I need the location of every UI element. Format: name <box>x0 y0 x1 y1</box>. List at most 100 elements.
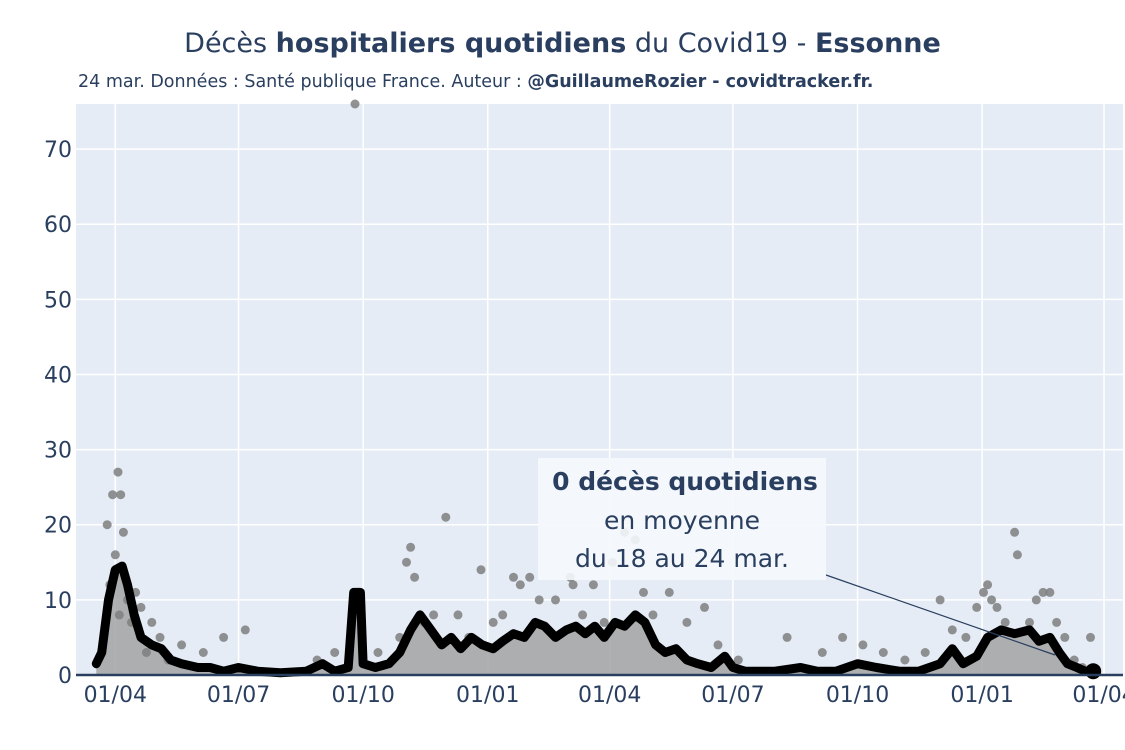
daily-point <box>102 520 112 530</box>
annotation-arrow <box>825 574 1056 656</box>
daily-point <box>219 632 229 642</box>
daily-point <box>198 648 208 657</box>
x-tick-label: 01/01 <box>456 683 519 708</box>
x-tick-label: 01/04 <box>578 683 641 708</box>
daily-point <box>858 640 868 650</box>
daily-point <box>534 595 544 605</box>
x-axis-ticks: 01/04 01/07 01/10 01/01 01/04 01/07 01/10 01/01… <box>84 683 1125 708</box>
daily-point <box>498 610 508 620</box>
daily-point <box>983 580 993 590</box>
daily-point <box>136 602 146 612</box>
y-tick-label: 30 <box>44 439 72 464</box>
points-layer <box>102 99 1095 672</box>
daily-point <box>1045 587 1055 597</box>
y-axis-ticks: 0 10 20 30 40 50 60 70 <box>44 138 72 689</box>
daily-point <box>147 617 157 627</box>
daily-point <box>1000 617 1010 627</box>
daily-point <box>961 632 971 642</box>
daily-point <box>947 625 957 635</box>
daily-point <box>509 572 518 582</box>
daily-point <box>1038 587 1048 597</box>
daily-point <box>987 595 997 605</box>
daily-point <box>639 587 648 597</box>
daily-point <box>838 632 848 642</box>
daily-point <box>700 602 709 612</box>
moving-average-line <box>91 561 1098 678</box>
daily-point <box>108 490 118 500</box>
daily-point <box>878 648 888 657</box>
daily-point <box>782 632 792 642</box>
daily-point <box>568 580 578 590</box>
daily-point <box>992 602 1002 612</box>
y-tick-label: 10 <box>44 589 72 614</box>
daily-point <box>155 632 165 642</box>
grid-lines <box>76 104 1123 675</box>
daily-point <box>1010 527 1020 537</box>
x-tick-label: 01/01 <box>950 683 1013 708</box>
daily-point <box>373 648 383 657</box>
daily-point <box>429 610 439 620</box>
chart-title: Décès hospitaliers quotidiens du Covid19… <box>184 28 941 59</box>
daily-point <box>1052 617 1062 627</box>
y-tick-label: 60 <box>44 213 72 238</box>
daily-point <box>116 490 126 500</box>
annotation-line-1: 0 décès quotidiens <box>552 467 818 496</box>
daily-point <box>240 625 250 635</box>
daily-point <box>682 617 692 627</box>
daily-point <box>476 565 486 575</box>
y-tick-label: 50 <box>44 288 72 313</box>
daily-point <box>410 572 420 582</box>
daily-point <box>713 640 723 650</box>
daily-point <box>1086 632 1095 642</box>
chart-subtitle: 24 mar. Données : Santé publique France.… <box>78 72 874 92</box>
daily-point <box>972 602 982 612</box>
daily-point <box>110 550 120 560</box>
daily-point <box>114 610 124 620</box>
x-tick-label: 01/10 <box>826 683 889 708</box>
annotation-line-3: du 18 au 24 mar. <box>575 544 789 573</box>
y-tick-label: 0 <box>58 664 72 689</box>
daily-point <box>733 655 743 665</box>
daily-point <box>113 467 123 477</box>
daily-point <box>599 617 609 627</box>
y-tick-label: 20 <box>44 514 72 539</box>
daily-point <box>453 610 463 620</box>
daily-point <box>900 655 910 665</box>
annotation-box <box>538 458 826 580</box>
daily-point <box>177 640 187 650</box>
daily-point <box>525 572 535 582</box>
daily-point <box>330 648 340 657</box>
daily-point <box>1060 632 1070 642</box>
annotation-line-2: en moyenne <box>604 506 760 535</box>
daily-point <box>402 557 411 567</box>
plot-area <box>76 104 1123 675</box>
daily-point <box>578 610 588 620</box>
daily-point <box>515 580 525 590</box>
daily-point <box>1025 617 1034 627</box>
daily-point <box>406 542 416 552</box>
daily-point <box>141 648 151 657</box>
daily-point <box>350 99 360 109</box>
moving-average-area <box>96 566 1094 675</box>
y-tick-label: 70 <box>44 138 72 163</box>
daily-point <box>979 587 988 597</box>
daily-point <box>664 587 674 597</box>
daily-point <box>441 512 451 522</box>
daily-point <box>648 610 658 620</box>
daily-point <box>920 648 930 657</box>
y-tick-label: 40 <box>44 363 72 388</box>
daily-point <box>935 595 945 605</box>
last-point-marker <box>1085 663 1102 680</box>
daily-point <box>488 617 498 627</box>
daily-point <box>588 580 598 590</box>
x-tick-label: 01/07 <box>701 683 764 708</box>
daily-point <box>551 595 560 605</box>
area-layer <box>96 566 1094 675</box>
daily-point <box>118 527 128 537</box>
daily-point <box>1031 595 1041 605</box>
x-tick-label: 01/07 <box>207 683 270 708</box>
daily-point <box>1012 550 1022 560</box>
x-tick-label: 01/04 <box>1072 683 1125 708</box>
x-tick-label: 01/04 <box>84 683 147 708</box>
